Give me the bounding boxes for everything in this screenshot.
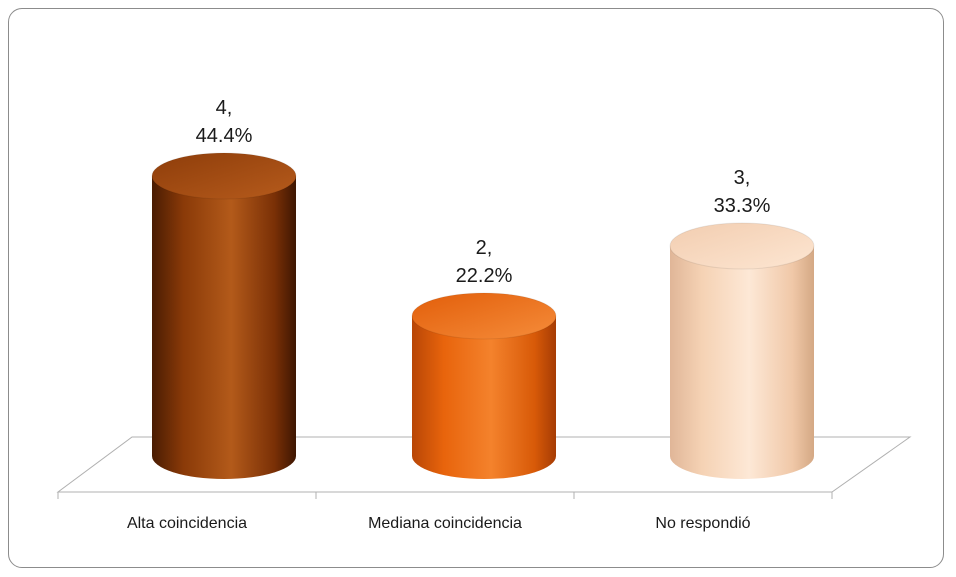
bar-top (151, 152, 297, 200)
category-label: Mediana coincidencia (368, 515, 522, 532)
bar-top (411, 292, 557, 340)
data-label-percent: 33.3% (714, 195, 771, 217)
bars-layer (151, 152, 815, 479)
bar-2 (411, 292, 557, 479)
category-label: Alta coincidencia (127, 515, 247, 532)
bar-body (412, 316, 556, 479)
labels-layer: 4, 44.4% Alta coincidencia 2, 22.2% Mediana c… (127, 97, 771, 532)
bar-top (669, 222, 815, 270)
bar-3 (669, 222, 815, 479)
bar-1 (151, 152, 297, 479)
bar-body (670, 246, 814, 479)
data-label-value: 4, (216, 97, 233, 119)
data-label-value: 2, (476, 237, 493, 259)
category-label: No respondió (655, 515, 750, 532)
bar-body (152, 176, 296, 479)
data-label-value: 3, (734, 167, 751, 189)
data-label-percent: 44.4% (196, 125, 253, 147)
data-label-percent: 22.2% (456, 265, 513, 287)
